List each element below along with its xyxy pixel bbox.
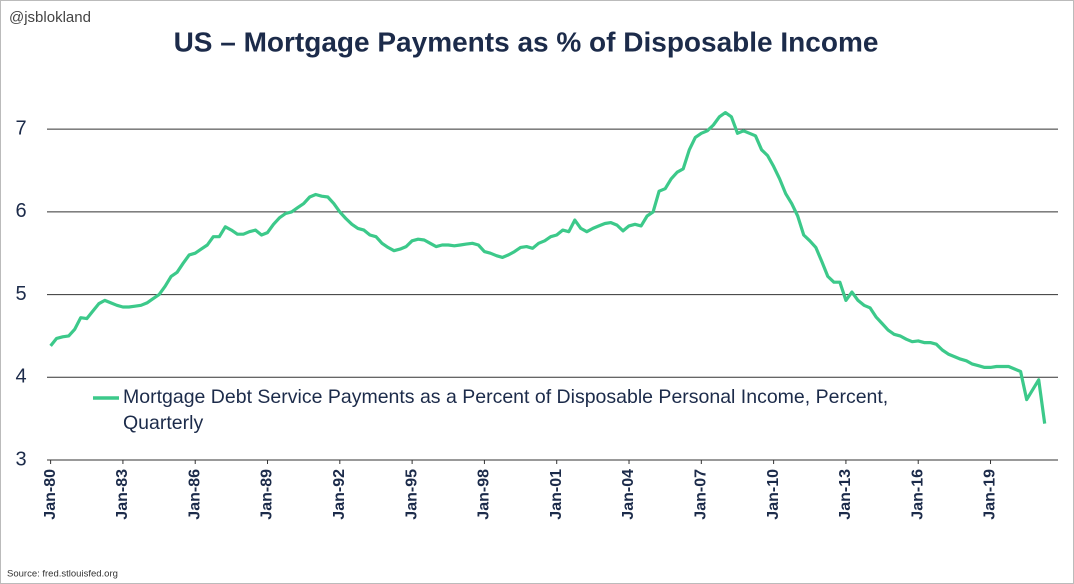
- x-tick-label: Jan-80: [42, 469, 59, 520]
- chart-title: US – Mortgage Payments as % of Disposabl…: [174, 26, 879, 57]
- x-tick-label: Jan-13: [837, 469, 854, 520]
- y-tick-label: 7: [15, 117, 26, 139]
- y-tick-label: 5: [15, 283, 26, 305]
- data-line: [49, 111, 1047, 424]
- x-tick-label: Jan-04: [620, 469, 637, 520]
- x-tick-label: Jan-19: [982, 469, 999, 520]
- y-tick-label: 4: [15, 366, 26, 388]
- x-tick-label: Jan-10: [765, 469, 782, 520]
- x-tick-label: Jan-86: [186, 469, 203, 520]
- x-tick-label: Jan-98: [476, 469, 493, 520]
- legend-label: Mortgage Debt Service Payments as a Perc…: [123, 386, 889, 434]
- watermark: @jsblokland: [9, 9, 91, 26]
- x-tick-label: Jan-01: [548, 469, 565, 520]
- x-tick-label: Jan-95: [403, 469, 420, 520]
- x-tick-label: Jan-89: [259, 469, 276, 520]
- x-tick-label: Jan-92: [331, 469, 348, 520]
- x-tick-label: Jan-83: [114, 469, 131, 520]
- x-tick-label: Jan-16: [909, 469, 926, 520]
- x-tick-label: Jan-07: [693, 469, 710, 520]
- y-tick-label: 3: [15, 448, 26, 470]
- source: Source: fred.stlouisfed.org: [7, 569, 118, 580]
- y-tick-label: 6: [15, 200, 26, 222]
